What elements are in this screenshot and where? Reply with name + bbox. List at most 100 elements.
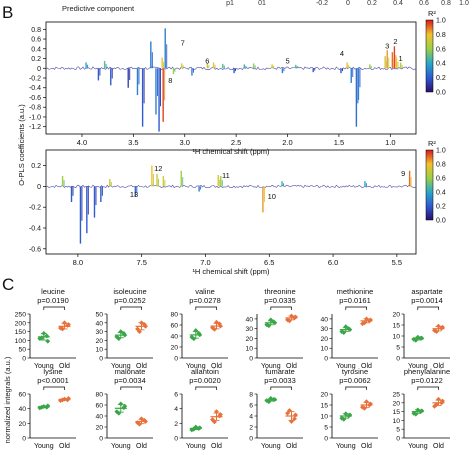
old-data-point <box>289 313 294 319</box>
young-data-point <box>266 399 272 405</box>
old-data-point <box>66 322 71 327</box>
young-data-point <box>264 322 270 328</box>
old-data-point <box>364 399 369 405</box>
old-data-point <box>292 416 297 422</box>
y-tick-label: 0 <box>324 356 328 363</box>
header-cut-label: 01 <box>258 0 266 7</box>
colorbar-title: R² <box>428 9 436 18</box>
significance-bracket <box>345 306 367 310</box>
old-data-point <box>293 412 298 418</box>
group-label-old: Old <box>136 443 147 450</box>
young-data-point <box>268 396 274 401</box>
peak-annotation: 2 <box>393 37 397 46</box>
old-data-point <box>218 323 223 329</box>
y-tick-label: 40 <box>320 316 328 323</box>
colorbar-tick-label: 0.6 <box>436 176 446 183</box>
x-tick-label: 1.5 <box>334 138 344 147</box>
old-data-point <box>137 329 142 334</box>
young-data-point <box>39 335 45 341</box>
y-tick-label: 0.4 <box>31 46 41 53</box>
y-tick-label: 20 <box>320 392 328 399</box>
group-label-old: Old <box>136 363 147 370</box>
colorbar-gradient <box>425 19 434 93</box>
young-data-point <box>343 324 349 330</box>
old-data-point <box>139 320 144 326</box>
y-tick-label: 50 <box>95 312 103 319</box>
young-data-point <box>116 336 122 342</box>
group-label-young: Young <box>261 443 281 450</box>
y-tick-label: 0 <box>99 436 103 443</box>
significance-bracket <box>43 306 65 310</box>
panel-title: methionine <box>337 287 374 296</box>
old-data-point <box>432 328 437 333</box>
x-tick-label: 1.0 <box>385 138 395 147</box>
header-cut-label: -0.2 <box>316 0 328 7</box>
young-data-point <box>341 416 347 422</box>
y-tick-label: 150 <box>15 329 27 336</box>
y-tick-label: 0.6 <box>31 37 41 44</box>
y-tick-label: 0.2 <box>31 163 41 170</box>
colorbar-tick-label: 0.4 <box>436 190 446 197</box>
peak-annotation: 12 <box>154 164 162 173</box>
peak-annotation: 11 <box>222 171 230 180</box>
baseline-trace <box>45 66 417 71</box>
x-axis-label: ¹H chemical shift (ppm) <box>192 267 270 276</box>
header-cut-labels: p1 01 -0.2 0 0.2 0.4 0.6 0.8 1.0 <box>226 0 469 7</box>
x-tick-label: 2.0 <box>282 138 292 147</box>
p-value: p=0.0335 <box>264 296 296 305</box>
y-tick-label: 4 <box>174 406 178 413</box>
y-tick-label: 20 <box>18 421 26 428</box>
old-data-point <box>143 323 148 329</box>
peak-annotation: 13 <box>130 190 138 199</box>
colorbar-tick-label: 0.2 <box>436 204 446 211</box>
y-tick-label: 40 <box>95 320 103 327</box>
young-data-point <box>341 330 347 335</box>
old-data-point <box>218 412 223 417</box>
old-data-point <box>285 410 290 416</box>
y-tick-label: 6 <box>174 392 178 399</box>
old-data-point <box>60 397 65 403</box>
old-data-point <box>289 419 294 424</box>
colorbar-tick-label: 1.0 <box>436 148 446 155</box>
colorbar-tick-label: 0.2 <box>436 75 446 82</box>
old-data-point <box>362 320 367 326</box>
young-data-point <box>44 333 50 339</box>
y-tick-label: 20 <box>320 336 328 343</box>
x-tick-label: 5.5 <box>392 258 402 267</box>
group-label-young: Young <box>34 363 54 370</box>
y-tick-label: 0 <box>396 436 400 443</box>
y-tick-label: 40 <box>95 414 103 421</box>
young-data-point <box>39 404 45 410</box>
group-label-old: Old <box>433 443 444 450</box>
young-data-point <box>193 328 199 333</box>
old-data-point <box>287 318 292 324</box>
significance-bracket <box>195 386 217 390</box>
significance-bracket <box>270 306 292 310</box>
group-label-old: Old <box>59 443 70 450</box>
y-tick-label: 60 <box>95 403 103 410</box>
old-data-point <box>434 329 439 334</box>
old-data-point <box>287 408 292 413</box>
y-tick-label: 200 <box>15 320 27 327</box>
panel-title: threonine <box>264 287 295 296</box>
y-tick-label: 80 <box>170 312 178 319</box>
young-data-point <box>197 332 203 338</box>
y-tick-label: 100 <box>15 338 27 345</box>
peak-annotation: 9 <box>401 169 405 178</box>
panel-label-b: B <box>2 3 13 22</box>
r2-colorbar-bottom: R²1.0 0.8 0.6 0.4 0.2 0.0 <box>425 139 446 225</box>
p-value: p=0.0278 <box>189 296 221 305</box>
old-data-point <box>66 396 71 401</box>
y-tick-label: 0 <box>22 356 26 363</box>
young-data-point <box>343 411 349 417</box>
old-data-point <box>142 322 147 327</box>
peak-annotation: 5 <box>285 56 289 65</box>
